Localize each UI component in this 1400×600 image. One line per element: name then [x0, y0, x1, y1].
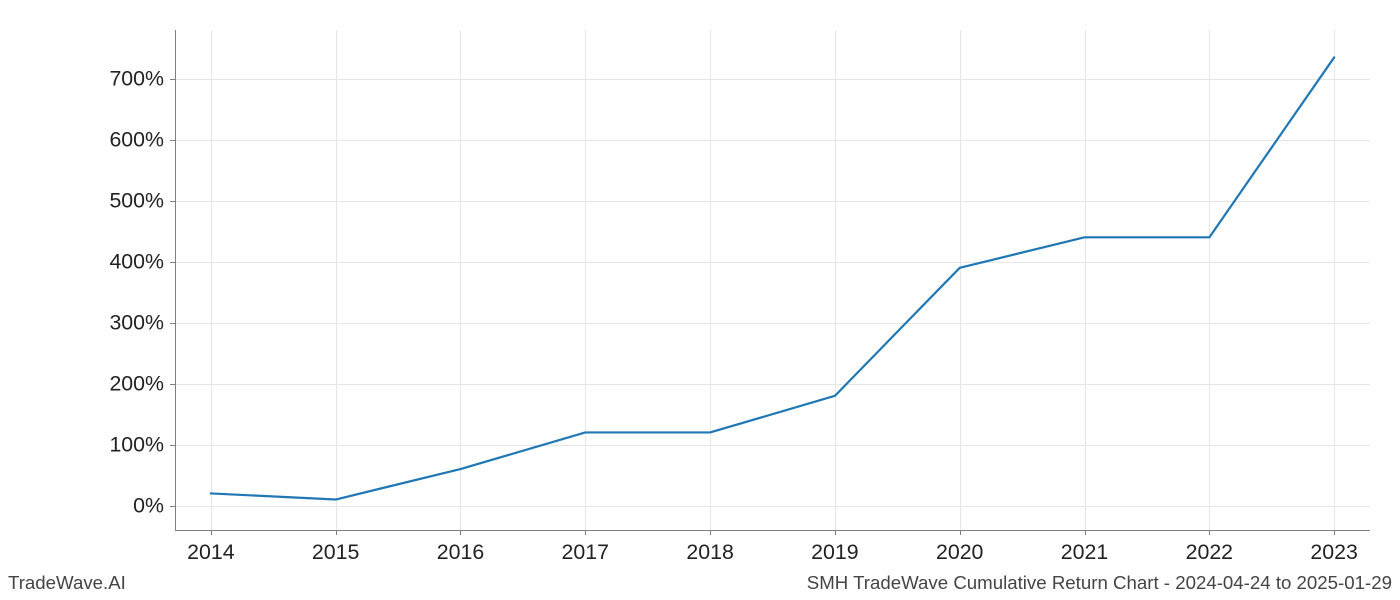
- x-tick-label: 2018: [686, 540, 733, 565]
- y-tick-label: 500%: [109, 188, 164, 213]
- y-tick-label: 100%: [109, 432, 164, 457]
- x-tick-label: 2023: [1310, 540, 1357, 565]
- y-tick-label: 400%: [109, 249, 164, 274]
- x-tick-label: 2016: [437, 540, 484, 565]
- series-line: [211, 57, 1334, 499]
- y-tick-label: 700%: [109, 66, 164, 91]
- x-axis-line: [175, 530, 1370, 531]
- x-tick-label: 2019: [811, 540, 858, 565]
- chart-svg: [0, 0, 1400, 600]
- y-axis-line: [175, 30, 176, 530]
- x-tick-label: 2021: [1061, 540, 1108, 565]
- y-tick-label: 600%: [109, 127, 164, 152]
- y-tick-label: 0%: [133, 493, 164, 518]
- x-tick-label: 2015: [312, 540, 359, 565]
- x-tick-label: 2014: [187, 540, 234, 565]
- x-tick-label: 2022: [1186, 540, 1233, 565]
- x-tick-label: 2020: [936, 540, 983, 565]
- footer-left-label: TradeWave.AI: [8, 572, 126, 594]
- x-tick-label: 2017: [562, 540, 609, 565]
- footer-right-label: SMH TradeWave Cumulative Return Chart - …: [807, 572, 1392, 594]
- chart-container: TradeWave.AI SMH TradeWave Cumulative Re…: [0, 0, 1400, 600]
- y-tick-label: 200%: [109, 371, 164, 396]
- y-tick-label: 300%: [109, 310, 164, 335]
